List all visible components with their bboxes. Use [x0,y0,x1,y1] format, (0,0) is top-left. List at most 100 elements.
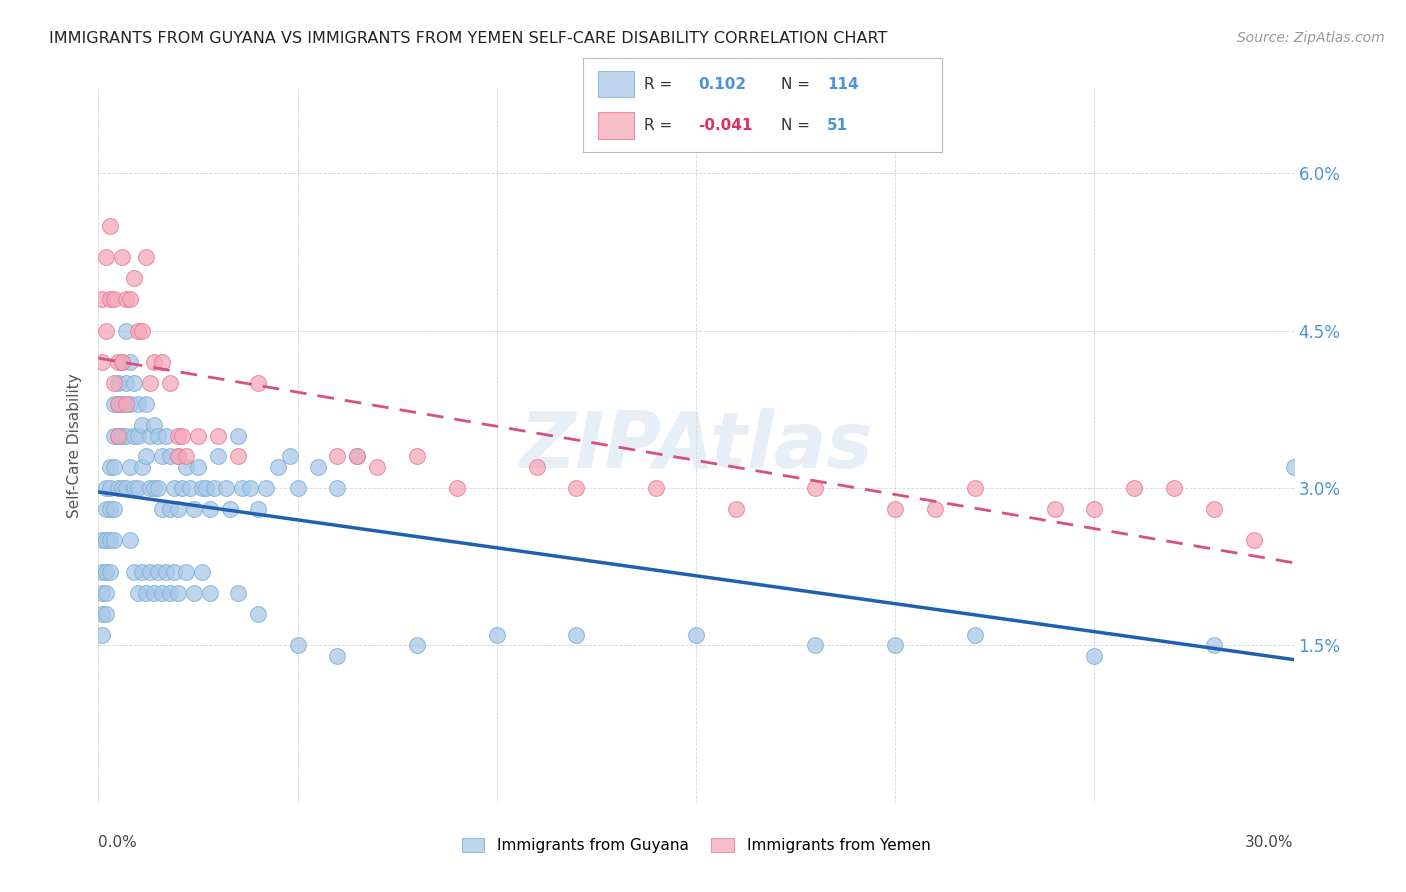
Point [159,586,181,600]
Point [1202,502,1225,516]
Point [183,502,205,516]
Point [135,397,157,411]
Point [191,565,214,579]
Point [202,481,225,495]
Point [120,397,142,411]
Point [1043,502,1066,516]
Point [150,355,173,369]
Point [124,376,146,390]
Point [219,502,242,516]
Point [115,376,138,390]
Point [107,428,129,442]
Point [159,376,181,390]
Point [131,417,153,432]
Text: IMMIGRANTS FROM GUYANA VS IMMIGRANTS FROM YEMEN SELF-CARE DISABILITY CORRELATION: IMMIGRANTS FROM GUYANA VS IMMIGRANTS FRO… [49,31,887,46]
Point [96,533,118,548]
Point [246,607,269,621]
Point [167,428,190,442]
Point [485,628,508,642]
Point [111,355,134,369]
Point [96,502,118,516]
Point [326,648,349,663]
Point [143,481,166,495]
Point [100,502,122,516]
Point [239,481,262,495]
Point [103,428,125,442]
Point [143,417,166,432]
Point [115,292,138,306]
Point [685,628,707,642]
Point [406,639,429,653]
Point [100,565,122,579]
Point [150,502,173,516]
Point [91,607,114,621]
Point [103,397,125,411]
Point [150,586,173,600]
Point [804,481,827,495]
Point [135,586,157,600]
Point [1083,502,1105,516]
Point [198,586,221,600]
Point [155,565,177,579]
Point [174,460,197,475]
Point [231,481,253,495]
Point [124,565,146,579]
Point [143,586,166,600]
Point [215,481,238,495]
Point [139,565,162,579]
Point [96,324,118,338]
Point [172,481,194,495]
Point [167,586,190,600]
Point [124,271,146,285]
Point [267,460,290,475]
Point [174,450,197,464]
Point [120,533,142,548]
Text: N =: N = [780,77,810,92]
Point [107,355,129,369]
Text: R =: R = [644,77,672,92]
Point [96,607,118,621]
Point [100,219,122,233]
Point [226,450,249,464]
Point [107,428,129,442]
Point [115,324,138,338]
Point [115,397,138,411]
Point [100,292,122,306]
Point [163,565,186,579]
Point [124,428,146,442]
Point [526,460,548,475]
Point [326,450,349,464]
Point [111,355,134,369]
Point [326,481,349,495]
Point [120,355,142,369]
Text: ZIPAtlas: ZIPAtlas [519,408,873,484]
Bar [598,71,634,97]
Point [724,502,747,516]
Point [187,460,209,475]
Legend: Immigrants from Guyana, Immigrants from Yemen: Immigrants from Guyana, Immigrants from … [456,832,936,859]
Point [107,397,129,411]
Point [187,428,209,442]
Point [103,460,125,475]
Point [924,502,946,516]
Point [100,460,122,475]
Point [183,586,205,600]
Point [139,376,162,390]
Point [139,481,162,495]
Point [96,250,118,264]
Point [96,481,118,495]
Point [287,639,309,653]
Point [120,460,142,475]
Point [131,460,153,475]
Point [159,450,181,464]
Point [1243,533,1265,548]
Point [111,397,134,411]
Point [111,250,134,264]
Point [174,565,197,579]
Point [155,428,177,442]
Point [172,428,194,442]
Point [91,292,114,306]
Point [139,428,162,442]
Point [100,533,122,548]
Point [278,450,301,464]
